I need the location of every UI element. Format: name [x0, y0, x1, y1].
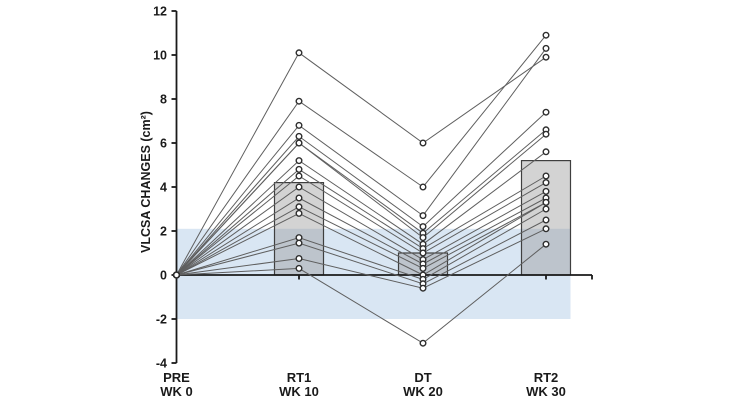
x-category-sublabel: WK 10: [279, 384, 319, 399]
subject-line-3: [176, 48, 547, 276]
subject-line-12: [176, 201, 547, 276]
data-point-marker: [542, 216, 550, 224]
data-point-marker: [542, 225, 550, 233]
x-category-sublabel: WK 20: [403, 384, 443, 399]
data-point-marker: [542, 205, 550, 213]
data-point-marker: [295, 254, 303, 262]
data-point-marker: [419, 223, 427, 231]
data-point-marker: [542, 179, 550, 187]
y-tick-label: 0: [160, 268, 167, 282]
data-point-marker: [295, 209, 303, 217]
y-tick-label: 10: [153, 48, 167, 62]
subject-lines: [176, 34, 547, 344]
data-point-marker: [419, 339, 427, 347]
data-point-marker: [295, 264, 303, 272]
axes: [171, 10, 593, 364]
subject-line-4: [176, 111, 547, 276]
y-tick-label: 4: [160, 180, 167, 194]
data-point-marker: [419, 264, 427, 272]
x-category-label: DT: [414, 370, 431, 385]
x-category-sublabel: WK 30: [526, 384, 566, 399]
data-point-marker: [419, 139, 427, 147]
data-point-marker: [419, 183, 427, 191]
subject-line-1: [176, 52, 547, 276]
subject-line-2: [176, 34, 547, 276]
data-point-marker: [419, 234, 427, 242]
data-point-marker: [542, 44, 550, 52]
x-category-label: RT1: [287, 370, 312, 385]
data-point-marker: [295, 234, 303, 242]
y-tick-label: 8: [160, 92, 167, 106]
subject-line-7: [176, 151, 547, 276]
data-point-marker: [542, 198, 550, 206]
y-tick-label: 12: [153, 4, 167, 18]
data-point-marker: [295, 172, 303, 180]
data-point-marker: [542, 187, 550, 195]
data-point-marker: [295, 239, 303, 247]
y-tick-label: 6: [160, 136, 167, 150]
x-category-sublabel: WK 0: [160, 384, 193, 399]
data-point-marker: [295, 97, 303, 105]
y-tick-label: -2: [156, 312, 167, 326]
subject-line-16: [176, 228, 547, 289]
x-category-label: RT2: [534, 370, 559, 385]
y-tick-label: -4: [156, 356, 167, 370]
data-point-marker: [295, 203, 303, 211]
y-axis-title: VLCSA CHANGES (cm²): [139, 111, 153, 253]
data-point-marker: [295, 157, 303, 165]
data-point-marker: [295, 183, 303, 191]
subject-line-8: [176, 168, 547, 276]
data-point-marker: [419, 284, 427, 292]
data-point-marker: [172, 271, 180, 279]
subject-line-11: [176, 197, 547, 276]
subject-line-9: [176, 175, 547, 276]
subject-line-13: [176, 201, 547, 276]
data-point-marker: [295, 165, 303, 173]
data-point-marker: [419, 212, 427, 220]
data-point-marker: [295, 132, 303, 140]
data-point-marker: [295, 121, 303, 129]
subject-line-17: [176, 243, 547, 344]
data-point-marker: [295, 194, 303, 202]
data-point-marker: [419, 249, 427, 257]
x-category-label: PRE: [163, 370, 190, 385]
data-point-marker: [295, 49, 303, 57]
data-point-marker: [542, 53, 550, 61]
data-point-marker: [542, 148, 550, 156]
subject-line-6: [176, 133, 547, 276]
subject-line-15: [176, 219, 547, 285]
data-point-marker: [542, 130, 550, 138]
data-point-marker: [295, 139, 303, 147]
data-points: [172, 31, 550, 347]
data-point-marker: [542, 31, 550, 39]
subject-line-10: [176, 186, 547, 276]
data-point-marker: [542, 108, 550, 116]
subject-line-14: [176, 208, 547, 280]
y-tick-label: 2: [160, 224, 167, 238]
data-point-marker: [542, 240, 550, 248]
data-point-marker: [542, 172, 550, 180]
